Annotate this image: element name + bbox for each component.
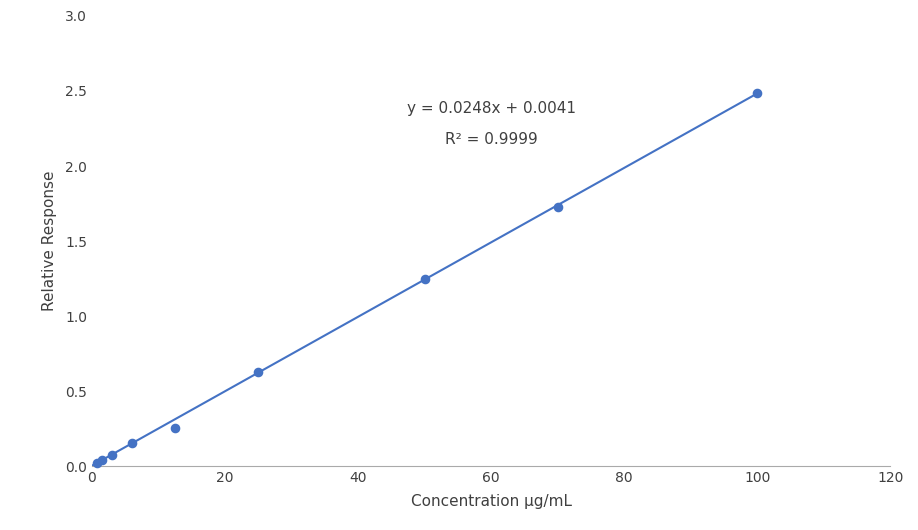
Point xyxy=(417,275,432,284)
Point xyxy=(168,424,183,432)
Y-axis label: Relative Response: Relative Response xyxy=(41,171,57,312)
Point xyxy=(551,202,565,211)
Point xyxy=(251,368,265,377)
Point xyxy=(105,450,119,459)
Point xyxy=(95,456,109,464)
Point xyxy=(750,89,765,98)
Text: y = 0.0248x + 0.0041: y = 0.0248x + 0.0041 xyxy=(407,101,576,116)
Text: R² = 0.9999: R² = 0.9999 xyxy=(444,132,538,147)
Point xyxy=(125,439,140,448)
Point xyxy=(89,458,104,467)
X-axis label: Concentration µg/mL: Concentration µg/mL xyxy=(410,493,572,509)
